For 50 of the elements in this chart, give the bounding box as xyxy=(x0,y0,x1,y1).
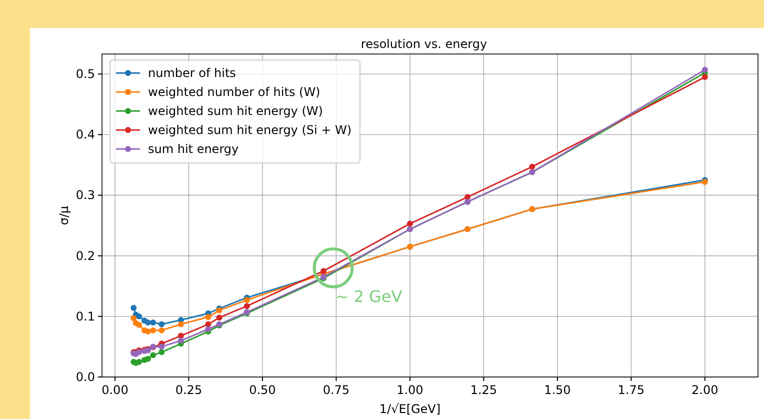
point xyxy=(244,303,250,310)
point xyxy=(144,319,151,326)
y-tick-label: 0.5 xyxy=(76,67,95,81)
x-axis-title: 1/√E[GeV] xyxy=(379,402,441,416)
x-tick-label: 0.50 xyxy=(249,383,276,397)
point xyxy=(158,321,165,328)
point xyxy=(205,326,212,332)
legend-label: number of hits xyxy=(148,66,236,80)
y-axis-title: σ/μ xyxy=(57,206,71,226)
point xyxy=(150,327,156,334)
point xyxy=(136,313,142,320)
point xyxy=(130,315,137,322)
y-tick-label: 0.2 xyxy=(76,248,95,263)
point xyxy=(150,352,156,358)
point xyxy=(136,322,142,328)
chart-title: resolution vs. energy xyxy=(360,37,488,51)
point xyxy=(150,319,156,326)
point xyxy=(158,344,165,350)
point xyxy=(216,314,222,321)
point xyxy=(158,327,165,334)
point xyxy=(178,321,184,328)
point xyxy=(130,304,137,311)
point xyxy=(244,297,250,304)
x-tick-label: 1.00 xyxy=(396,383,424,397)
x-tick-label: 1.75 xyxy=(618,383,645,397)
point xyxy=(178,338,184,344)
y-tick-label: 0.3 xyxy=(76,188,95,202)
x-tick-label: 1.25 xyxy=(470,383,498,397)
annotation: ~ 2 GeV xyxy=(335,286,402,306)
x-tick-label: 0.25 xyxy=(175,383,202,397)
legend-label: sum hit energy xyxy=(148,142,239,156)
legend-label: weighted sum hit energy (W) xyxy=(148,104,323,118)
point xyxy=(136,358,142,365)
x-tick-label: 2.00 xyxy=(692,383,718,397)
point xyxy=(205,314,212,320)
legend-label: weighted sum hit energy (Si + W) xyxy=(148,123,352,137)
x-tick-label: 1.50 xyxy=(544,383,571,397)
y-tick-label: 0.1 xyxy=(76,309,95,324)
x-tick-label: 0.75 xyxy=(322,383,350,397)
point xyxy=(529,164,536,170)
y-tick-label: 0.4 xyxy=(76,128,95,142)
point xyxy=(158,349,165,356)
point xyxy=(144,356,151,362)
point xyxy=(406,220,413,227)
y-tick-label: 0.0 xyxy=(76,370,95,384)
point xyxy=(702,66,708,73)
x-tick-label: 0.00 xyxy=(102,383,128,397)
point xyxy=(320,268,327,274)
legend-label: weighted number of hits (W) xyxy=(148,85,320,99)
point xyxy=(702,74,708,80)
